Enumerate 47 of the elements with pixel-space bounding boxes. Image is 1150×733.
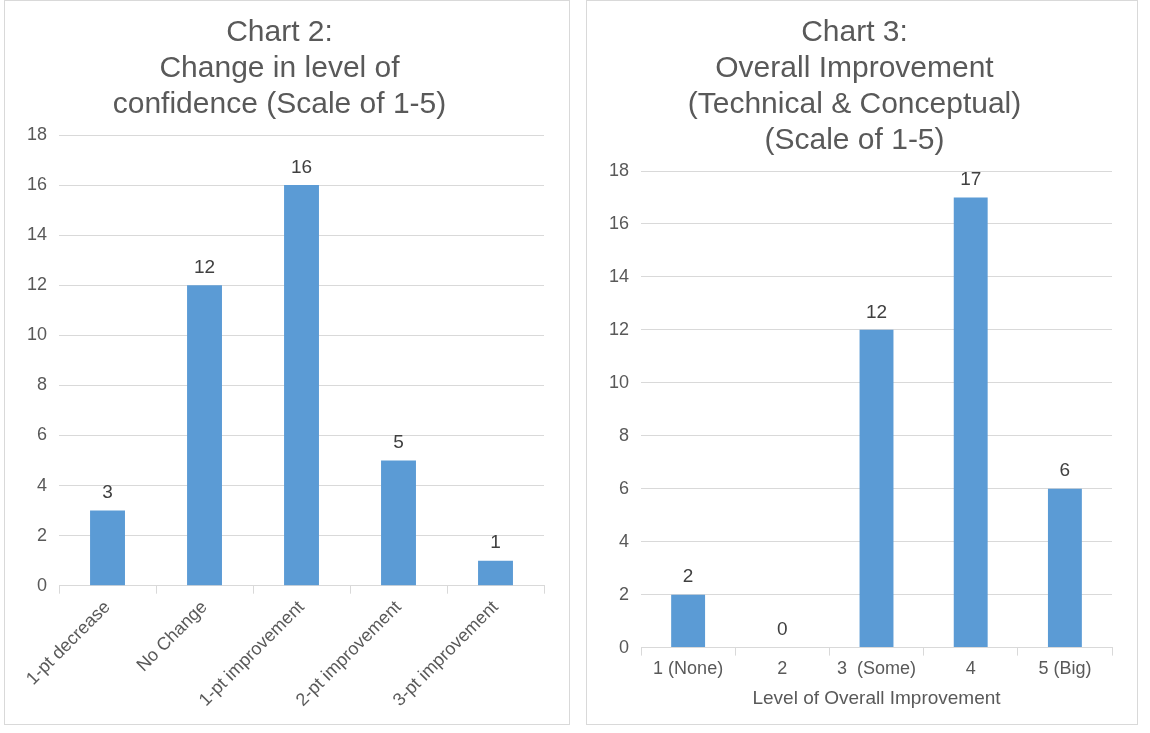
- y-tick-label: 18: [26, 123, 48, 144]
- data-label: 5: [393, 431, 404, 453]
- data-label: 2: [682, 565, 694, 587]
- bar: [671, 594, 706, 648]
- bar: [478, 560, 513, 586]
- bar: [187, 285, 222, 586]
- y-tick-label: 4: [37, 474, 48, 495]
- x-tick-label: 3 (Some): [837, 658, 917, 679]
- y-tick-label: 18: [608, 159, 630, 180]
- y-tick-label: 10: [26, 324, 48, 345]
- x-tick-label: 2: [777, 658, 788, 679]
- data-label: 12: [193, 255, 216, 277]
- x-tick-label: 5 (Big): [1038, 658, 1092, 679]
- y-tick-label: 6: [619, 477, 630, 498]
- y-tick-label: 6: [37, 424, 48, 445]
- data-label: 0: [777, 618, 788, 640]
- y-tick-label: 0: [619, 636, 630, 657]
- data-label: 12: [865, 300, 888, 322]
- data-label: 16: [290, 155, 313, 177]
- bar: [859, 329, 894, 648]
- bar: [1047, 488, 1082, 648]
- bar: [284, 185, 319, 586]
- data-label: 17: [960, 168, 982, 190]
- bar: [953, 197, 988, 648]
- y-tick-label: 2: [619, 583, 630, 604]
- y-tick-label: 2: [37, 524, 48, 545]
- y-tick-label: 16: [26, 174, 48, 195]
- y-tick-label: 10: [608, 371, 630, 392]
- y-tick-label: 8: [37, 374, 48, 395]
- x-tick-label: 4: [965, 658, 976, 679]
- y-tick-label: 16: [608, 212, 630, 233]
- x-axis-title: Level of Overall Improvement: [752, 686, 1002, 708]
- data-label: 6: [1059, 459, 1071, 481]
- y-tick-label: 8: [619, 424, 630, 445]
- y-tick-label: 0: [37, 574, 48, 595]
- y-tick-label: 12: [26, 274, 48, 295]
- chart-title: Chart 2: Change in level of confidence (Scale of 1-5): [112, 14, 447, 120]
- chart-title: Chart 3: Overall Improvement (Technical & Conceptual) (Scale of 1-5): [687, 14, 1022, 156]
- bar: [90, 510, 125, 586]
- y-tick-label: 14: [26, 224, 48, 245]
- data-label: 3: [102, 481, 113, 503]
- y-tick-label: 14: [608, 265, 630, 286]
- x-tick-label: 1 (None): [653, 658, 724, 679]
- data-label: 1: [490, 531, 501, 553]
- bar: [381, 460, 416, 586]
- y-tick-label: 12: [608, 318, 630, 339]
- y-tick-label: 4: [619, 530, 630, 551]
